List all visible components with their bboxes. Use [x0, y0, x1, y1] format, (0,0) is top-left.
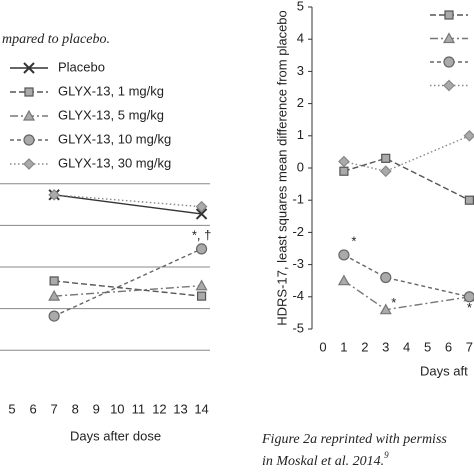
x-tick-label: 7 — [51, 401, 58, 416]
caption-text: in Moskal et al. 2014. — [262, 454, 384, 469]
marker — [463, 129, 474, 142]
legend-marker — [23, 134, 35, 146]
legend-marker — [444, 10, 454, 20]
legend-marker — [442, 32, 456, 44]
y-tick-label: 2 — [297, 95, 304, 110]
x-tick-label: 8 — [72, 401, 79, 416]
x-tick-label: 4 — [403, 339, 410, 354]
caption-sup: 9 — [384, 450, 389, 460]
marker — [196, 291, 207, 301]
x-tick-label: 5 — [424, 339, 431, 354]
series-line — [343, 254, 470, 298]
x-axis-label: Days aft — [420, 363, 468, 378]
y-tick-label: -1 — [292, 192, 304, 207]
x-tick-label: 14 — [194, 401, 208, 416]
x-tick-label: 1 — [340, 339, 347, 354]
x-tick-label: 12 — [152, 401, 166, 416]
annotation: * — [467, 300, 472, 315]
marker — [380, 271, 392, 284]
legend-marker — [443, 79, 455, 92]
legend-label: GLYX-13, 5 mg/kg — [58, 107, 164, 122]
marker — [338, 155, 350, 168]
caption-line: in Moskal et al. 2014.9 — [262, 450, 389, 469]
annotation: * — [351, 233, 356, 248]
marker — [195, 208, 208, 220]
x-tick-label: 6 — [29, 401, 36, 416]
series-line — [54, 194, 202, 208]
x-tick-label: 3 — [382, 339, 389, 354]
x-tick-label: 2 — [361, 339, 368, 354]
legend-marker — [24, 87, 34, 97]
x-tick-label: 0 — [319, 339, 326, 354]
x-tick-label: 6 — [445, 339, 452, 354]
legend-label: GLYX-13, 10 mg/kg — [58, 131, 171, 146]
series-line — [53, 248, 202, 317]
marker — [463, 291, 474, 303]
annotation: *, † — [192, 227, 212, 242]
y-tick-label: 5 — [297, 0, 304, 13]
marker — [48, 289, 61, 301]
marker — [339, 166, 349, 176]
series-line — [343, 280, 470, 311]
annotation: * — [391, 295, 396, 310]
x-tick-label: 10 — [110, 401, 124, 416]
y-tick-label: 4 — [297, 31, 304, 46]
legend-marker — [443, 56, 455, 68]
marker — [338, 249, 350, 261]
series-line — [54, 194, 202, 215]
marker — [379, 165, 392, 178]
marker — [195, 200, 208, 213]
marker — [48, 188, 60, 201]
x-tick-label: 7 — [466, 339, 473, 354]
y-tick-label: 0 — [297, 159, 304, 174]
marker — [464, 195, 474, 205]
legend-marker — [22, 109, 36, 121]
legend-marker — [23, 158, 35, 170]
x-tick-label: 9 — [93, 401, 100, 416]
marker — [379, 303, 392, 315]
marker — [195, 243, 208, 255]
legend-label: GLYX-13, 1 mg/kg — [58, 83, 164, 98]
header-text: mpared to placebo. — [2, 32, 110, 47]
x-tick-label: 13 — [173, 401, 187, 416]
marker — [381, 153, 391, 163]
y-tick-label: -4 — [292, 288, 304, 303]
marker — [195, 279, 208, 291]
marker — [337, 274, 350, 286]
y-axis-label: HDRS-17, least squares mean difference f… — [274, 10, 289, 326]
x-tick-label: 11 — [132, 401, 146, 416]
series-line — [54, 285, 202, 297]
marker — [48, 310, 60, 322]
y-tick-label: 1 — [297, 127, 304, 142]
legend-label: Placebo — [58, 59, 105, 74]
series-line — [343, 157, 470, 201]
y-tick-label: -3 — [292, 256, 304, 271]
y-tick-label: -2 — [292, 224, 304, 239]
x-axis-label: Days after dose — [70, 428, 161, 443]
legend-marker — [23, 62, 35, 74]
y-tick-label: -5 — [292, 320, 304, 335]
series-line — [54, 280, 202, 297]
y-tick-label: 3 — [297, 63, 304, 78]
legend-label: GLYX-13, 30 mg/kg — [58, 155, 171, 170]
marker — [49, 276, 59, 286]
caption-line: Figure 2a reprinted with permiss — [261, 432, 447, 447]
x-tick-label: 5 — [8, 401, 15, 416]
